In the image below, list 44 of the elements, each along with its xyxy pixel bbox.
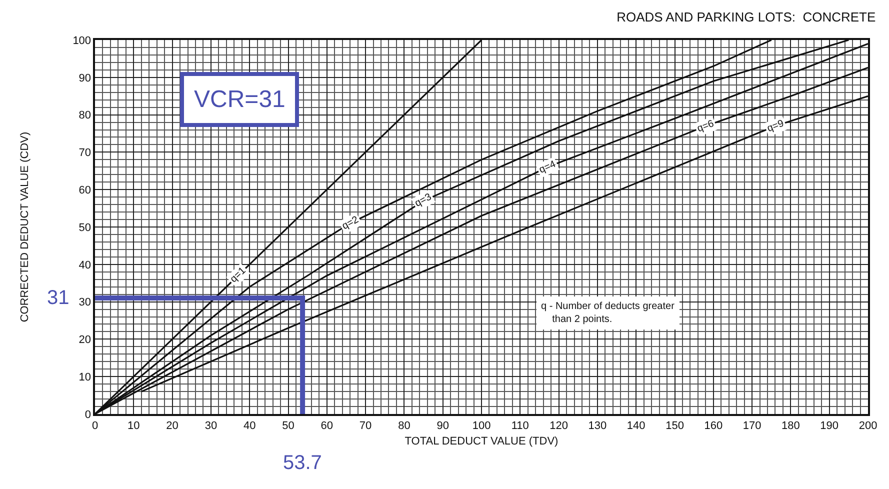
y-tick-label: 0: [84, 408, 92, 421]
y-axis-title: CORRECTED DEDUCT VALUE (CDV): [18, 132, 31, 322]
x-tick-label: 10: [128, 420, 140, 432]
series-label: q=9: [766, 118, 786, 135]
y-tick-label: 60: [78, 184, 92, 196]
x-tick-label: 20: [166, 420, 178, 432]
x-tick-label: 190: [820, 420, 839, 432]
y-tick-label: 100: [72, 34, 92, 47]
x-tick-label: 70: [359, 420, 372, 432]
x-tick-label: 100: [472, 420, 491, 432]
x-tick-label: 180: [782, 420, 800, 432]
chart-title: ROADS AND PARKING LOTS: CONCRETE: [616, 9, 876, 24]
x-tick-label: 140: [626, 420, 646, 432]
annotation: 31: [47, 287, 70, 309]
series-label: q=6: [696, 118, 716, 135]
y-tick-label: 80: [78, 110, 92, 122]
y-tick-label: 40: [78, 259, 92, 272]
y-tick-label: 10: [78, 371, 92, 384]
y-tick-label: 20: [78, 334, 92, 346]
annotation: 53.7: [283, 452, 322, 474]
x-tick-label: 60: [320, 420, 334, 432]
x-tick-label: 30: [204, 420, 218, 432]
x-tick-label: 40: [243, 420, 256, 432]
y-tick-label: 30: [78, 296, 92, 309]
x-tick-label: 90: [436, 420, 449, 432]
x-tick-label: 130: [588, 420, 607, 432]
x-tick-label: 150: [666, 420, 684, 432]
series-label: q=2: [340, 214, 362, 232]
y-tick-label: 90: [78, 72, 92, 84]
x-tick-label: 170: [742, 420, 762, 432]
series-label: q=3: [413, 192, 434, 210]
x-axis-title: TOTAL DEDUCT VALUE (TDV): [404, 436, 558, 448]
y-tick-label: 50: [78, 222, 92, 234]
x-tick-label: 120: [550, 420, 568, 432]
y-tick-label: 70: [78, 147, 92, 160]
series-label: q=1: [228, 265, 249, 286]
annotation: VCR=31: [194, 86, 286, 113]
x-tick-label: 110: [511, 420, 529, 432]
series-label: q=4: [538, 158, 558, 176]
x-tick-label: 160: [704, 420, 723, 432]
x-tick-label: 80: [398, 420, 410, 432]
annotation: q - Number of deducts greater than 2 points.: [541, 301, 676, 325]
x-tick-label: 200: [858, 420, 878, 432]
x-tick-label: 50: [282, 420, 294, 432]
